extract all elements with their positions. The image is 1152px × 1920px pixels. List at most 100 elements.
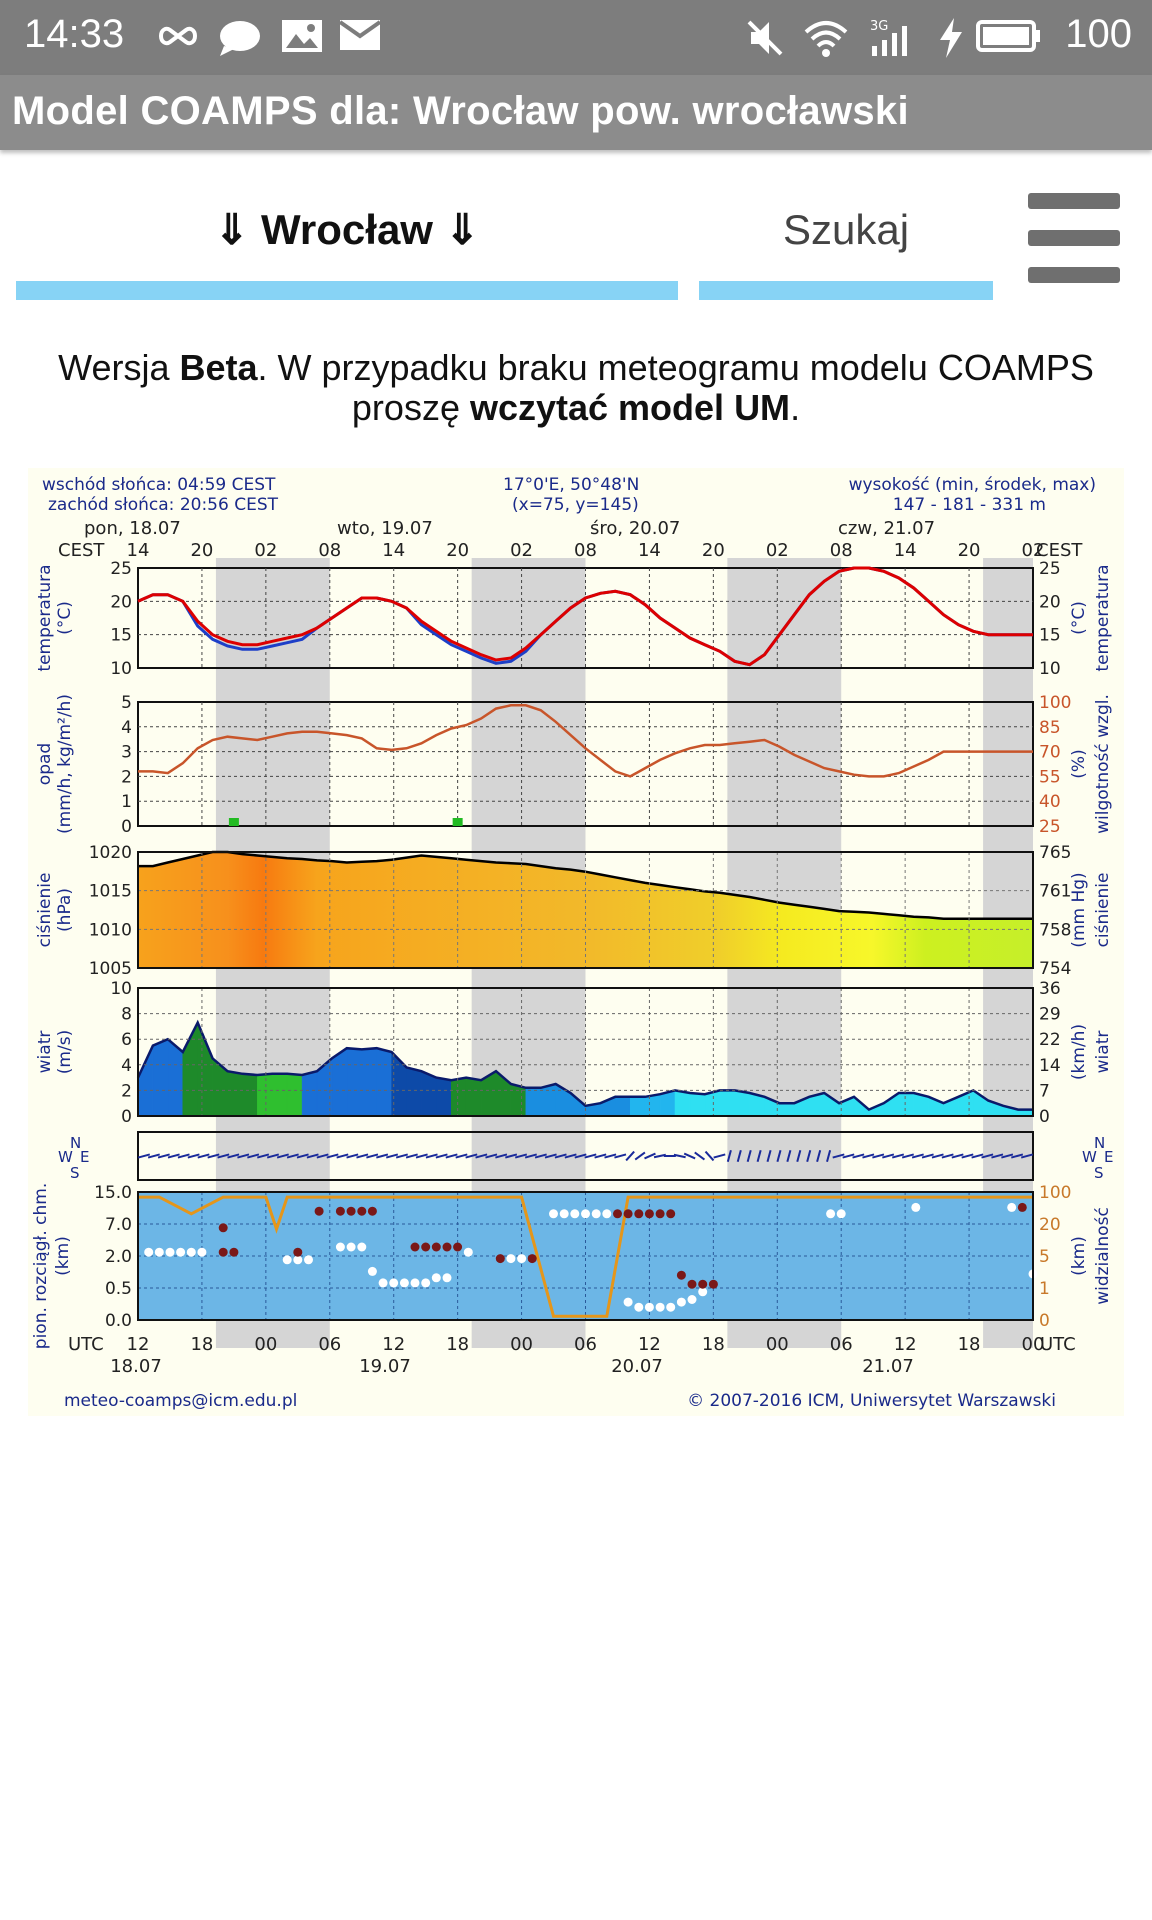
footer-copyright: © 2007-2016 ICM, Uniwersytet Warszawski	[687, 1391, 1056, 1411]
cloud-layer-dot	[399, 1278, 409, 1288]
hour-tick-utc: 06	[574, 1334, 597, 1355]
y-tick-label: 85	[1039, 718, 1061, 738]
humidity-unit-label: (%)	[1069, 749, 1089, 778]
cloud-layer-dot	[655, 1209, 665, 1219]
temperature-axis-label: temperatura	[1093, 564, 1113, 671]
menu-hamburger-icon[interactable]	[1028, 193, 1120, 283]
cest-label: CEST	[1036, 540, 1083, 561]
y-tick-label: 6	[121, 1030, 132, 1050]
y-tick-label: 25	[110, 559, 132, 579]
temperature-line	[137, 566, 1033, 667]
cloud-layer-dot	[378, 1278, 388, 1288]
wind-direction-arrow	[326, 1153, 339, 1159]
clouds-unit-label: (km)	[53, 1236, 73, 1276]
y-tick-label: 2	[121, 767, 132, 787]
wind-direction-arrow	[574, 1153, 587, 1159]
y-tick-label: 20	[110, 592, 132, 612]
pressure-unit-label: (mm Hg)	[1069, 872, 1089, 947]
wind-direction-arrow	[594, 1153, 607, 1159]
y-tick-label: 761	[1039, 882, 1071, 902]
hour-tick-utc: 06	[318, 1334, 341, 1355]
cloud-layer-dot	[410, 1242, 420, 1252]
wind-area-segment	[674, 1090, 691, 1117]
search-button[interactable]: Szukaj	[699, 180, 993, 300]
day-label: czw, 21.07	[838, 518, 935, 539]
sunrise-text: wschód słońca: 04:59 CEST	[42, 475, 276, 495]
date-label: 20.07	[611, 1356, 663, 1377]
load-um-model-link[interactable]: wczytać model UM	[469, 387, 791, 428]
y-tick-label: 10	[110, 979, 132, 999]
temperature-unit-label: (°C)	[1069, 601, 1089, 635]
footer-email-link[interactable]: meteo-coamps@icm.edu.pl	[64, 1391, 297, 1411]
wind-direction-arrow	[1020, 1153, 1034, 1159]
compass-icon: W ENS	[1082, 1134, 1113, 1182]
wind-direction-arrow	[584, 1153, 597, 1159]
hour-tick-utc: 18	[702, 1334, 725, 1355]
hour-tick-utc: 00	[1022, 1334, 1045, 1355]
wind-direction-arrow	[524, 1153, 537, 1159]
wind-axis-label: wiatr	[1093, 1031, 1113, 1074]
cloud-layer-dot	[367, 1266, 377, 1276]
hour-tick-cest: 02	[254, 540, 277, 561]
cloud-layer-dot	[431, 1273, 441, 1283]
wind-direction-arrow	[614, 1153, 627, 1159]
y-tick-label: 20	[1039, 592, 1061, 612]
y-tick-label: 25	[1039, 559, 1061, 579]
cloud-layer-dot	[655, 1302, 665, 1312]
y-tick-label: 0	[121, 817, 132, 837]
wind-direction-arrow	[247, 1153, 260, 1159]
cloud-layer-dot	[836, 1209, 846, 1219]
cloud-layer-dot	[431, 1242, 441, 1252]
cloud-layer-dot	[687, 1295, 697, 1304]
y-tick-label: 1020	[89, 843, 132, 863]
precip-axis-label: opad	[35, 743, 55, 785]
y-tick-label: 1	[1039, 1279, 1050, 1299]
cloud-layer-dot	[708, 1279, 718, 1289]
cloud-layer-dot	[581, 1209, 590, 1219]
wind-direction-arrow	[1011, 1153, 1024, 1159]
cloud-layer-dot	[676, 1297, 686, 1307]
cloud-layer-dot	[282, 1255, 292, 1265]
hour-tick-utc: 00	[510, 1334, 533, 1355]
wind-area-segment	[361, 1047, 377, 1117]
wind-direction-arrow	[842, 1153, 855, 1159]
city-selector-button[interactable]: ⇓ Wrocław ⇓	[16, 180, 678, 300]
wind-direction-arrow	[415, 1153, 428, 1159]
pressure-axis-label: ciśnienie	[35, 873, 55, 948]
wind-direction-arrow	[534, 1153, 547, 1159]
hour-tick-utc: 18	[190, 1334, 213, 1355]
hour-tick-cest: 08	[830, 540, 853, 561]
cloud-layer-dot	[218, 1223, 228, 1233]
wind-area-segment	[286, 1073, 303, 1117]
cloud-layer-dot	[911, 1202, 921, 1212]
y-tick-label: 0.5	[105, 1279, 132, 1299]
wind-area-segment	[152, 1038, 169, 1117]
utc-label: UTC	[68, 1334, 104, 1355]
cloud-layer-dot	[293, 1255, 303, 1265]
cloud-layer-dot	[591, 1209, 601, 1219]
chat-bubble-icon	[220, 21, 260, 56]
wind-area-segment	[272, 1073, 288, 1117]
day-label: pon, 18.07	[84, 518, 181, 539]
wind-area-segment	[779, 1102, 795, 1117]
cloud-layer-dot	[389, 1278, 399, 1288]
y-tick-label: 765	[1039, 843, 1071, 863]
compass-letter: N	[70, 1134, 81, 1152]
wind-direction-arrow	[726, 1149, 732, 1163]
wind-direction-arrow	[736, 1149, 742, 1163]
wind-unit-label: (km/h)	[1069, 1024, 1089, 1080]
wind-direction-arrow	[832, 1153, 845, 1159]
y-tick-label: 754	[1039, 959, 1071, 979]
wind-direction-arrow	[806, 1149, 812, 1163]
wind-direction-arrow	[227, 1153, 240, 1159]
wind-direction-arrow	[475, 1153, 488, 1159]
y-tick-label: 1010	[89, 920, 132, 940]
cloud-layer-dot	[186, 1247, 196, 1257]
city-label: Wrocław	[261, 206, 433, 253]
wind-direction-arrow	[911, 1153, 924, 1159]
wind-direction-arrow	[167, 1153, 180, 1159]
cloud-layer-dot	[154, 1247, 164, 1257]
wind-direction-arrow	[366, 1153, 379, 1159]
cloud-layer-dot	[698, 1287, 708, 1297]
cloud-layer-dot	[144, 1247, 154, 1257]
